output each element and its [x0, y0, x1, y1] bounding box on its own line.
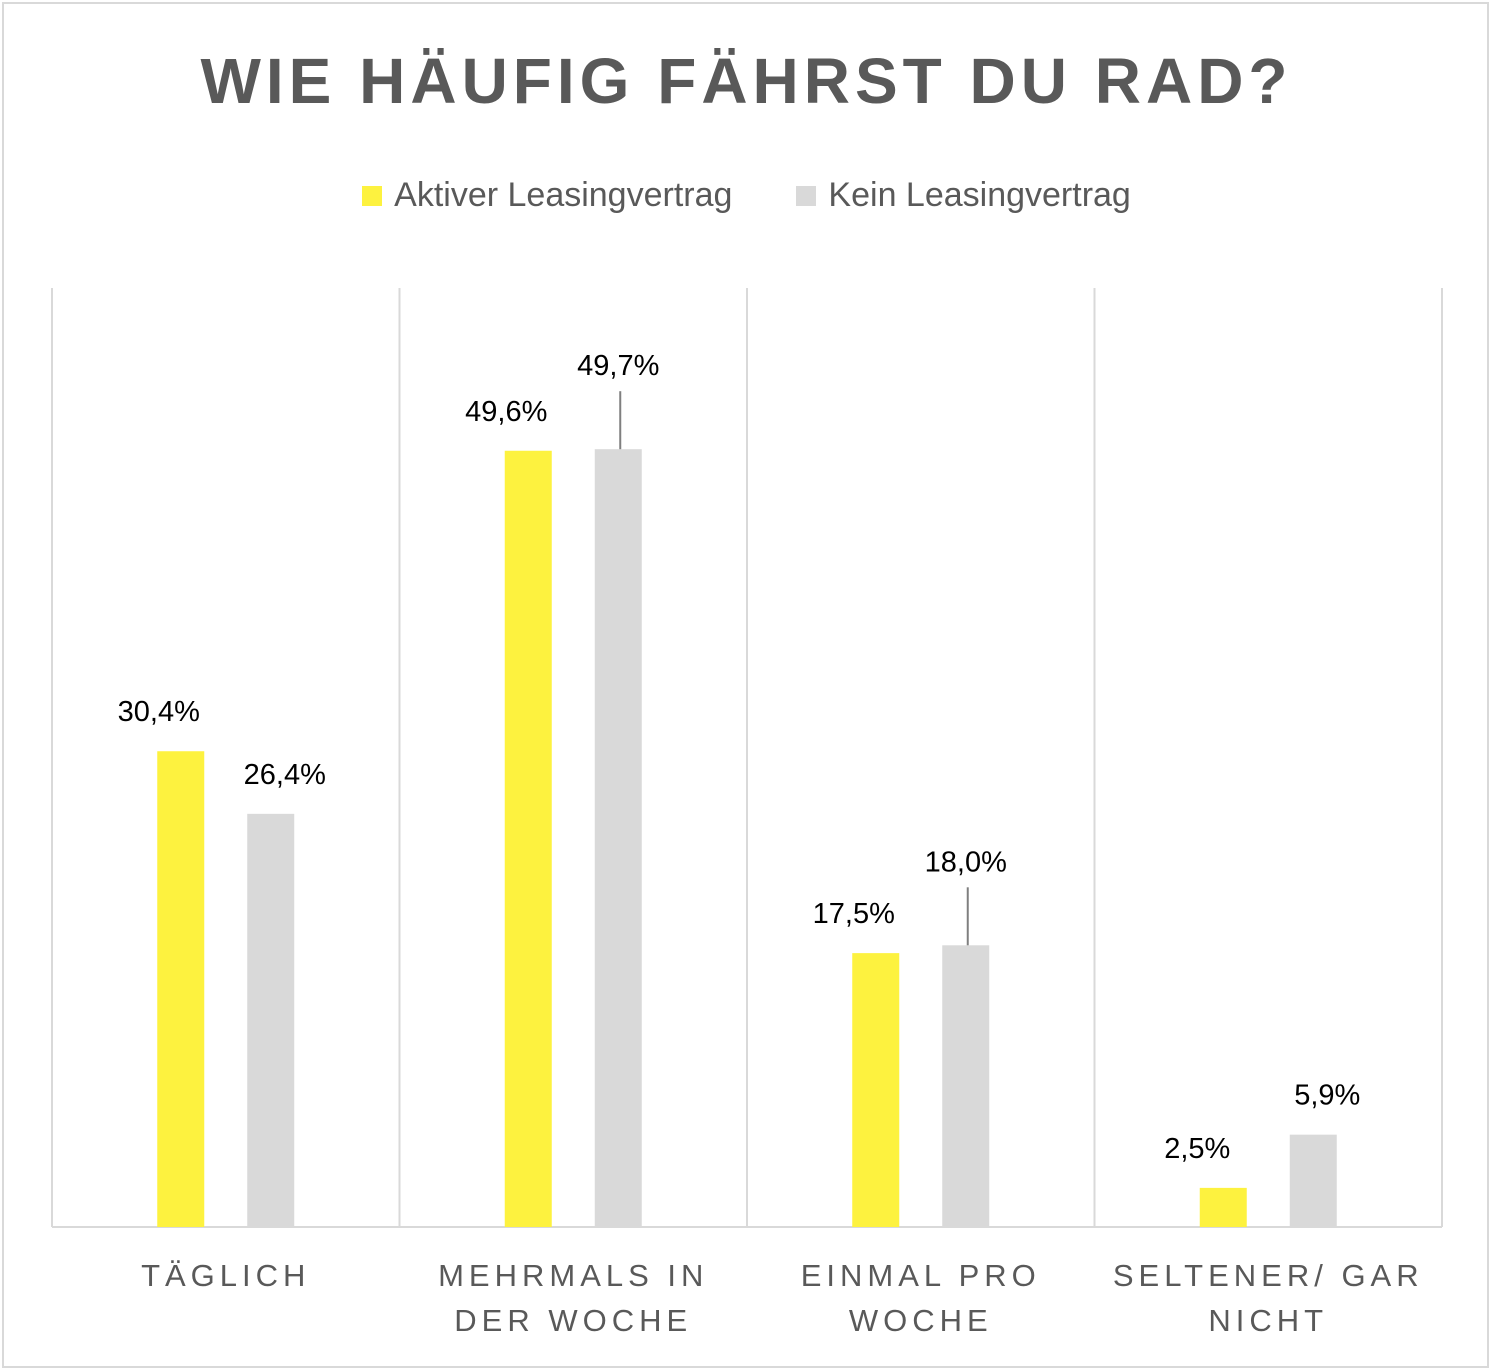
category-label: SELTENER/ GAR — [1113, 1258, 1424, 1293]
chart-title: WIE HÄUFIG FÄHRST DU RAD? — [200, 45, 1293, 117]
bar-aktiver — [852, 953, 900, 1227]
category-label: DER WOCHE — [454, 1303, 692, 1338]
category-label: WOCHE — [849, 1303, 993, 1338]
legend-label-aktiver: Aktiver Leasingvertrag — [394, 176, 733, 214]
bar-aktiver — [504, 450, 552, 1227]
bar-kein — [942, 945, 990, 1227]
category-label: NICHT — [1208, 1303, 1328, 1338]
data-label: 30,4% — [118, 696, 200, 728]
data-label: 26,4% — [244, 759, 326, 791]
bar-aktiver — [1199, 1187, 1247, 1227]
chart-legend: Aktiver Leasingvertrag Kein Leasingvertr… — [0, 176, 1493, 215]
bar-kein — [1289, 1134, 1337, 1227]
bar-kein — [594, 449, 642, 1227]
data-label: 49,7% — [577, 350, 659, 382]
data-label: 18,0% — [925, 846, 1007, 878]
data-label: 17,5% — [813, 898, 895, 930]
category-label: MEHRMALS IN — [438, 1258, 708, 1293]
legend-label-kein: Kein Leasingvertrag — [828, 176, 1131, 214]
data-label: 49,6% — [465, 396, 547, 428]
category-label: EINMAL PRO — [801, 1258, 1041, 1293]
legend-swatch-kein — [796, 185, 817, 206]
bar-kein — [247, 813, 295, 1227]
legend-item-kein: Kein Leasingvertrag — [796, 176, 1131, 215]
legend-item-aktiver: Aktiver Leasingvertrag — [362, 176, 732, 215]
data-label: 5,9% — [1294, 1080, 1360, 1112]
data-label: 2,5% — [1164, 1133, 1230, 1165]
legend-swatch-aktiver — [362, 185, 383, 206]
bar-aktiver — [157, 751, 205, 1227]
category-label: TÄGLICH — [141, 1258, 310, 1293]
